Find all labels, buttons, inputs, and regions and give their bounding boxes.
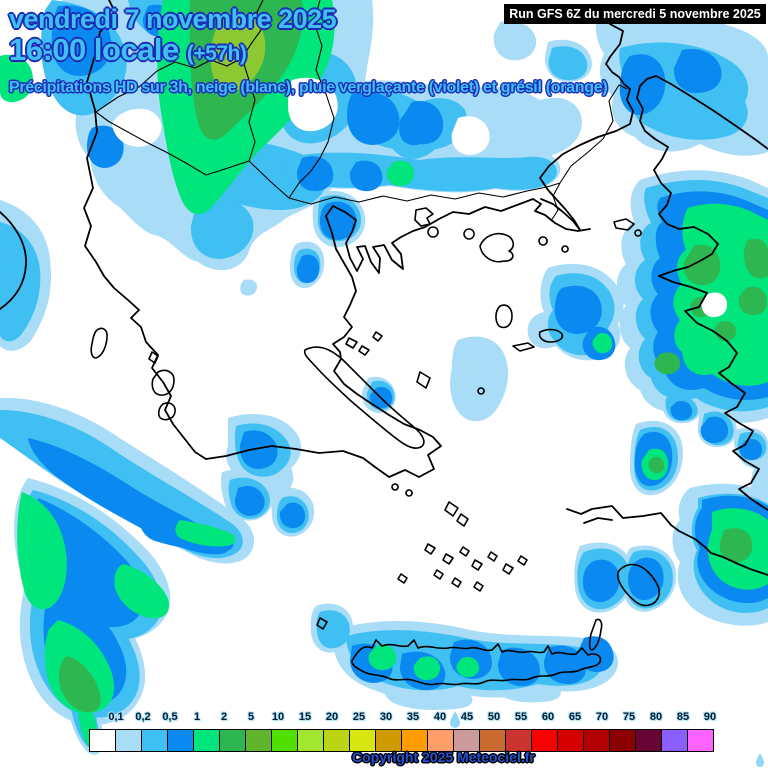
island-outlines <box>90 207 661 686</box>
water-drop-icon <box>450 711 764 767</box>
country-border-paths <box>95 0 628 222</box>
precip-white-gaps <box>24 77 728 318</box>
run-info-box: Run GFS 6Z du mercredi 5 novembre 2025 <box>504 4 766 24</box>
coastline-paths <box>0 0 768 576</box>
precip-layer-olive <box>210 12 266 92</box>
copyright: Copyright 2025 Meteociel.fr <box>352 749 535 765</box>
